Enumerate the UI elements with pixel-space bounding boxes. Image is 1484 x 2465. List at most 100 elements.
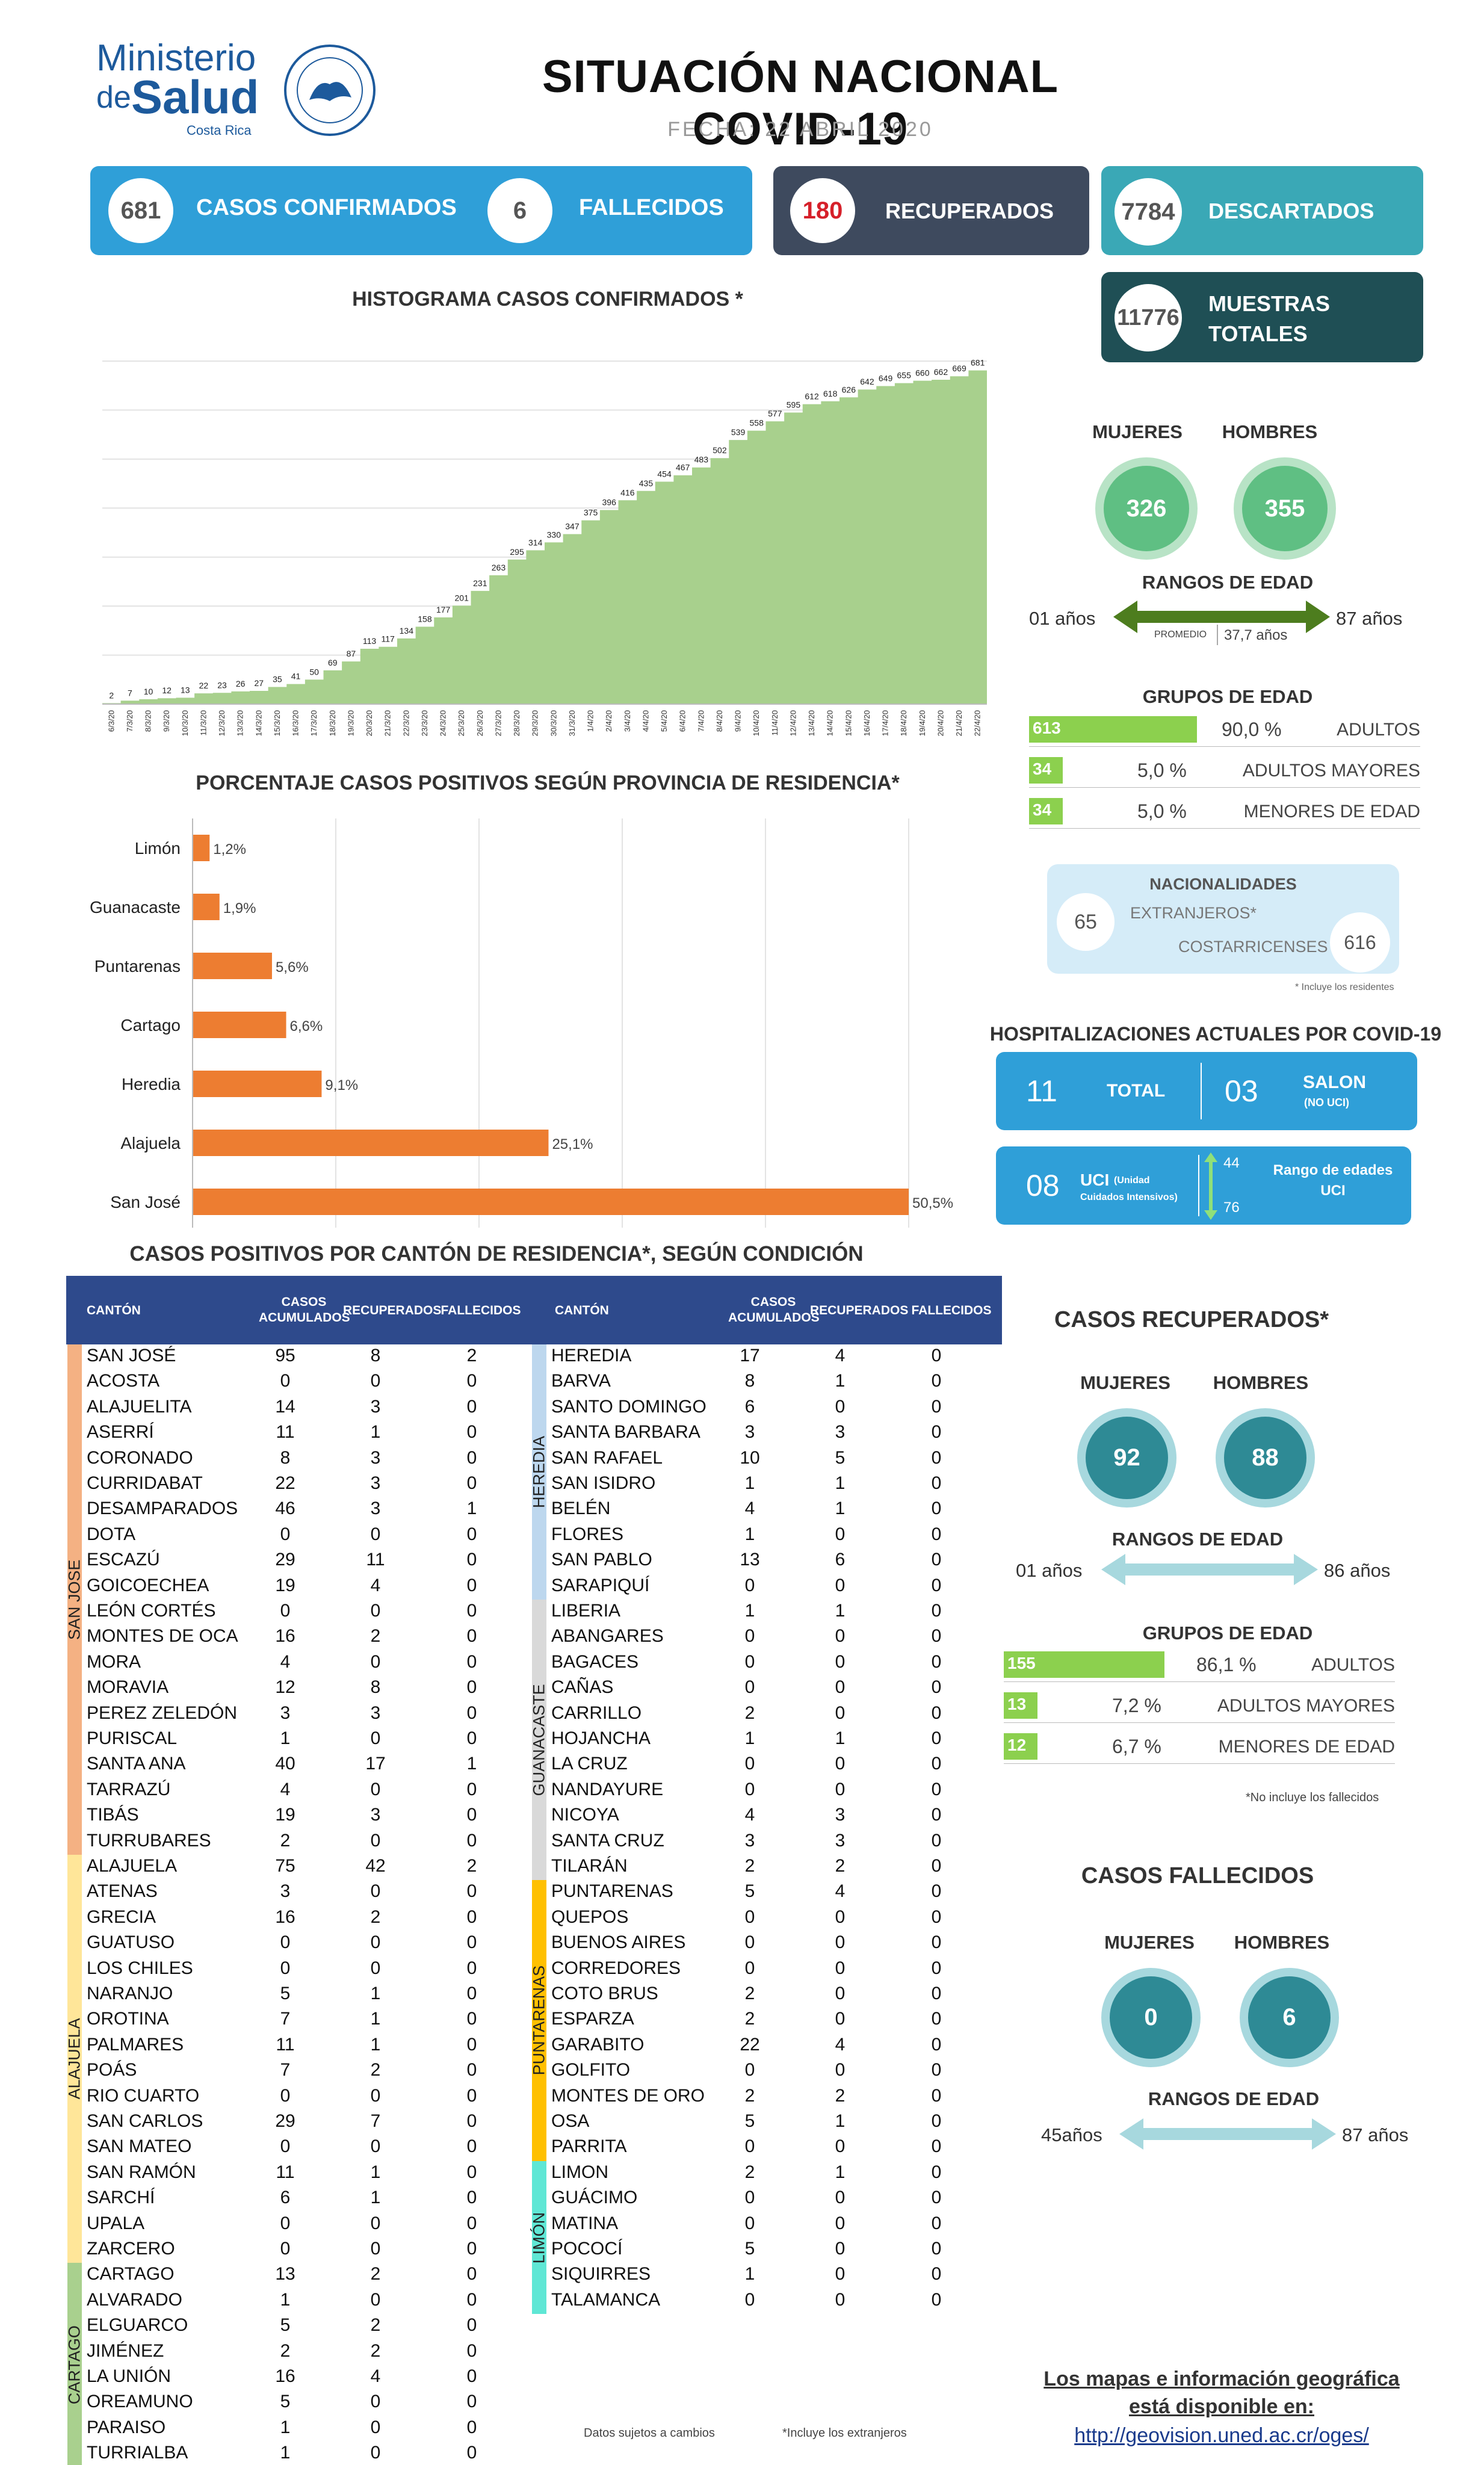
histogram-x-tick: 15/4/20 (844, 710, 853, 736)
histogram-bar (416, 626, 434, 704)
canton-cell: BELÉN (551, 1498, 611, 1519)
col-casos2-left: ACUMULADOS (259, 1311, 350, 1325)
canton-cell: SAN PABLO (551, 1550, 652, 1570)
table-row: BAGACES 0 0 0 (551, 1651, 997, 1676)
fallecidos-value: 6 (513, 197, 527, 224)
table-row: CURRIDABAT 22 3 0 (87, 1472, 532, 1497)
province-bar (193, 1130, 549, 1156)
hombres-circle: 355 (1234, 457, 1336, 560)
province-band-label: GUANACASTE (530, 1684, 548, 1796)
histogram-bar (250, 691, 268, 704)
report-date: FECHA: 22 ABRIL 2020 (667, 118, 933, 141)
recuperados-cell: 1 (835, 1601, 846, 1621)
histogram-bar (711, 458, 729, 704)
col-casos1-left: CASOS (281, 1295, 327, 1309)
fallecidos-cell: 0 (466, 1728, 477, 1748)
col-casos1-right: CASOS (750, 1295, 796, 1309)
table-row: PARAISO 1 0 0 (87, 2416, 532, 2442)
fallecidos-cell: 1 (466, 1498, 477, 1519)
recuperados-cell: 4 (835, 1346, 846, 1365)
extranjeros-label: EXTRANJEROS* (1130, 904, 1257, 922)
table-row: ASERRÍ 11 1 0 (87, 1421, 532, 1446)
table-row: CARTAGO 13 2 0 (87, 2263, 532, 2288)
recuperados-hombres-value: 88 (1252, 1444, 1279, 1471)
casos-cell: 0 (280, 2239, 291, 2259)
geovision-link[interactable]: http://geovision.uned.ac.cr/oges/ (1074, 2424, 1369, 2447)
fallecidos-cell: 0 (931, 2213, 942, 2233)
recuperados-cell: 0 (370, 1958, 381, 1978)
histogram-x-tick: 30/3/20 (549, 710, 558, 736)
canton-cell: GOICOECHEA (87, 1575, 209, 1595)
recuperados-group-pct: 6,7 % (1112, 1736, 1161, 1757)
table-row: ACOSTA 0 0 0 (87, 1370, 532, 1395)
table-row: PARRITA 0 0 0 (551, 2135, 997, 2160)
demographics-group-divider (1029, 787, 1420, 788)
fallecidos-cell: 0 (466, 2340, 477, 2361)
casos-cell: 2 (744, 2162, 755, 2182)
recuperados-cell: 0 (835, 2239, 846, 2259)
histogram-bar (379, 647, 397, 704)
canton-cell: PEREZ ZELEDÓN (87, 1703, 238, 1723)
fallecidos-rangos-label: RANGOS DE EDAD (1148, 2088, 1320, 2109)
canton-cell: POCOCÍ (551, 2239, 623, 2259)
hospitalizaciones-title: HOSPITALIZACIONES ACTUALES POR COVID-19 (989, 1023, 1442, 1045)
casos-cell: 11 (276, 1422, 295, 1443)
recuperados-edad-min: 01 años (1016, 1560, 1083, 1581)
histogram-x-tick: 19/4/20 (918, 710, 927, 736)
histogram-x-tick: 6/3/20 (107, 710, 116, 732)
recuperados-cell: 0 (835, 1907, 846, 1927)
histogram-bar (471, 591, 490, 704)
table-row: SARAPIQUÍ 0 0 0 (551, 1574, 997, 1600)
histogram-bar (563, 534, 582, 704)
histogram-value-label: 10 (144, 687, 153, 696)
fallecidos-cell: 0 (466, 2366, 477, 2386)
table-row: GOICOECHEA 19 4 0 (87, 1574, 532, 1600)
canton-cell: TARRAZÚ (87, 1779, 171, 1799)
histogram-x-tick: 27/3/20 (493, 710, 502, 736)
histogram-value-label: 35 (273, 675, 282, 684)
table-row: ALAJUELITA 14 3 0 (87, 1396, 532, 1421)
fallecidos-cell: 0 (466, 1422, 477, 1443)
canton-cell: MATINA (551, 2213, 619, 2233)
histogram-x-tick: 8/3/20 (144, 710, 153, 732)
casos-cell: 19 (275, 1575, 295, 1595)
table-row: OROTINA 7 1 0 (87, 2008, 532, 2033)
table-row: PURISCAL 1 0 0 (87, 1727, 532, 1752)
fallecidos-cell: 0 (931, 1447, 942, 1468)
histogram-value-label: 454 (657, 469, 672, 478)
canton-cell: CARTAGO (87, 2264, 175, 2284)
canton-cell: SIQUIRRES (551, 2264, 651, 2284)
hospital-uci-value: 08 (1026, 1169, 1060, 1202)
histogram-value-label: 117 (382, 634, 395, 644)
histogram-title: HISTOGRAMA CASOS CONFIRMADOS * (352, 288, 743, 311)
table-row: CORONADO 8 3 0 (87, 1447, 532, 1472)
fallecidos-cell: 0 (931, 1984, 942, 2003)
fallecidos-cell: 0 (466, 2085, 477, 2106)
recuperados-cell: 2 (835, 2085, 846, 2106)
canton-cell: QUEPOS (551, 1907, 629, 1927)
histogram-bar (360, 649, 379, 704)
fallecidos-cell: 0 (466, 2111, 477, 2131)
ministerio-logo: Ministerio de Salud Costa Rica (96, 40, 277, 142)
histogram-value-label: 655 (897, 371, 912, 380)
table-row: ALAJUELA 75 42 2 (87, 1855, 532, 1880)
province-band-label: LIMÓN (530, 2212, 548, 2263)
fallecidos-cell: 0 (466, 2136, 477, 2157)
casos-cell: 46 (275, 1498, 295, 1519)
province-band-left (67, 1855, 82, 2263)
province-bar (193, 1071, 322, 1097)
recuperados-edad-max: 86 años (1324, 1560, 1391, 1581)
canton-cell: SAN RAFAEL (551, 1447, 663, 1468)
fallecidos-cell: 0 (931, 1932, 942, 1953)
descartados-card: 7784 DESCARTADOS (1101, 166, 1423, 255)
fallecidos-cell: 0 (931, 2060, 942, 2080)
table-row: RIO CUARTO 0 0 0 (87, 2085, 532, 2110)
fallecidos-cell: 0 (466, 2162, 477, 2182)
table-row: LA UNIÓN 16 4 0 (87, 2365, 532, 2390)
confirmados-value-circle: 681 (108, 178, 173, 243)
fallecidos-cell: 0 (931, 1524, 942, 1544)
province-category-label: Heredia (122, 1075, 181, 1093)
histogram-x-tick: 20/4/20 (936, 710, 945, 736)
fallecidos-cell: 0 (466, 1447, 477, 1468)
histogram-value-label: 27 (255, 678, 264, 688)
